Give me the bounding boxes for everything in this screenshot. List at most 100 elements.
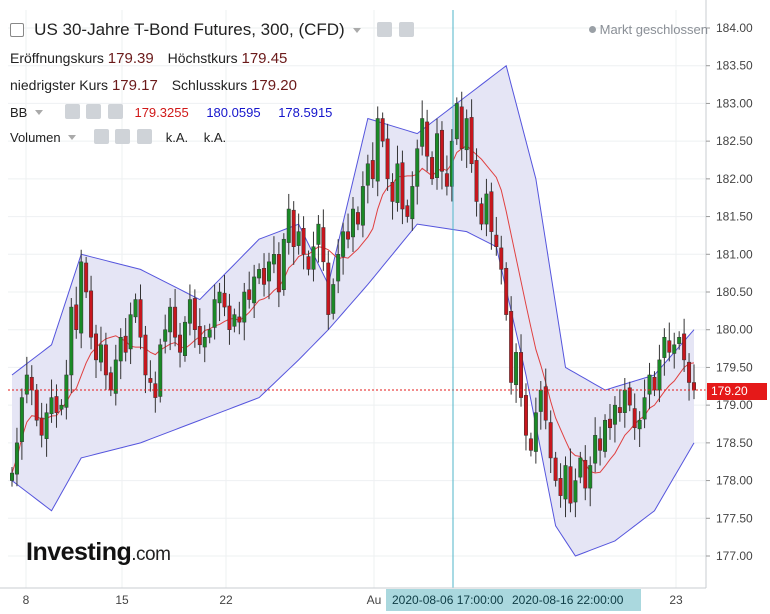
candle [178, 322, 183, 368]
candle [355, 206, 360, 231]
candle [415, 139, 420, 205]
title-dropdown-icon[interactable] [352, 28, 361, 33]
candle-body [301, 228, 306, 255]
investing-logo: Investing.com [26, 538, 171, 567]
candle-body [39, 417, 44, 436]
candle [128, 302, 133, 365]
candle [237, 301, 242, 335]
candle-body [523, 395, 528, 436]
volume-gear-icon[interactable] [115, 129, 131, 144]
bb-dropdown-icon[interactable] [34, 110, 43, 115]
eye-icon[interactable] [377, 22, 393, 37]
candle-body [454, 103, 459, 140]
y-tick-label: 179.50 [716, 360, 753, 374]
candle [563, 456, 568, 518]
last-price-tag: 179.20 [707, 383, 767, 400]
bb-gear-icon[interactable] [86, 104, 102, 119]
candle-body [370, 160, 375, 180]
candle-body [499, 247, 504, 270]
candle [395, 145, 400, 212]
bb-upper-line [11, 64, 695, 391]
candle [603, 414, 608, 458]
volume-eye-icon[interactable] [93, 129, 109, 144]
candle-body [588, 465, 593, 489]
candle-body [672, 344, 677, 354]
bb-close-icon[interactable] [107, 104, 123, 119]
candle-body [617, 407, 622, 413]
candle [677, 331, 682, 350]
crosshair-time-2: 2020-08-16 22:00:00 [512, 593, 624, 607]
candle [108, 366, 113, 397]
candle [207, 323, 212, 344]
candle-body [380, 118, 385, 142]
candle-body [133, 299, 138, 318]
candle [464, 109, 469, 168]
volume-dropdown-icon[interactable] [68, 135, 77, 140]
candle [247, 271, 252, 309]
low-value: 179.17 [111, 77, 158, 94]
candle [439, 121, 444, 190]
candle-body [192, 298, 197, 330]
candle-body [262, 267, 267, 285]
candle-body [504, 267, 509, 315]
candle [444, 155, 449, 196]
candle-body [474, 160, 479, 202]
candle-body [296, 231, 301, 246]
candle-body [420, 118, 425, 147]
candle [84, 256, 89, 299]
candle-body [430, 157, 435, 180]
candle [494, 216, 499, 256]
candle-body [222, 292, 227, 308]
candle [479, 197, 484, 231]
candle [504, 262, 509, 321]
candle [449, 129, 454, 202]
candle-body [252, 276, 257, 304]
candle [182, 316, 187, 362]
candle [257, 263, 262, 285]
candle [138, 284, 143, 350]
candle-body [143, 334, 148, 376]
candle-body [286, 208, 291, 243]
collapse-icon[interactable] [10, 23, 24, 37]
candle-body [435, 133, 439, 178]
candle-body [217, 291, 222, 304]
candle-body [464, 118, 469, 151]
candle [103, 332, 108, 391]
candle-body [355, 212, 360, 225]
candle-body [469, 117, 474, 165]
bb-lower-value: 178.5915 [278, 105, 333, 120]
candle-body [583, 459, 588, 489]
candle-body [400, 162, 405, 210]
candle [380, 112, 385, 148]
candle-body [415, 148, 420, 187]
candle [405, 199, 410, 223]
logo-main: Investing [26, 538, 132, 566]
candle-body [14, 442, 19, 475]
candle-body [692, 382, 696, 391]
candle [351, 196, 355, 253]
volume-close-icon[interactable] [137, 129, 153, 144]
candle [14, 427, 19, 487]
candle-body [331, 284, 336, 314]
candle [331, 278, 336, 320]
candle [336, 239, 341, 294]
candle-body [118, 337, 123, 362]
candle [346, 213, 351, 249]
candle [227, 293, 232, 345]
bb-eye-icon[interactable] [64, 104, 80, 119]
candle-body [336, 254, 341, 282]
candle-body [459, 106, 464, 149]
candle [474, 148, 479, 217]
candle-body [202, 337, 207, 348]
candle [420, 100, 425, 156]
candle [469, 99, 474, 173]
candle [197, 308, 202, 354]
candle [148, 360, 153, 392]
candle [385, 123, 390, 191]
candle-body [74, 304, 79, 330]
gear-icon[interactable] [399, 22, 415, 37]
candle-body [677, 337, 682, 344]
close-value: 179.20 [251, 77, 297, 94]
candle-body [103, 344, 108, 376]
